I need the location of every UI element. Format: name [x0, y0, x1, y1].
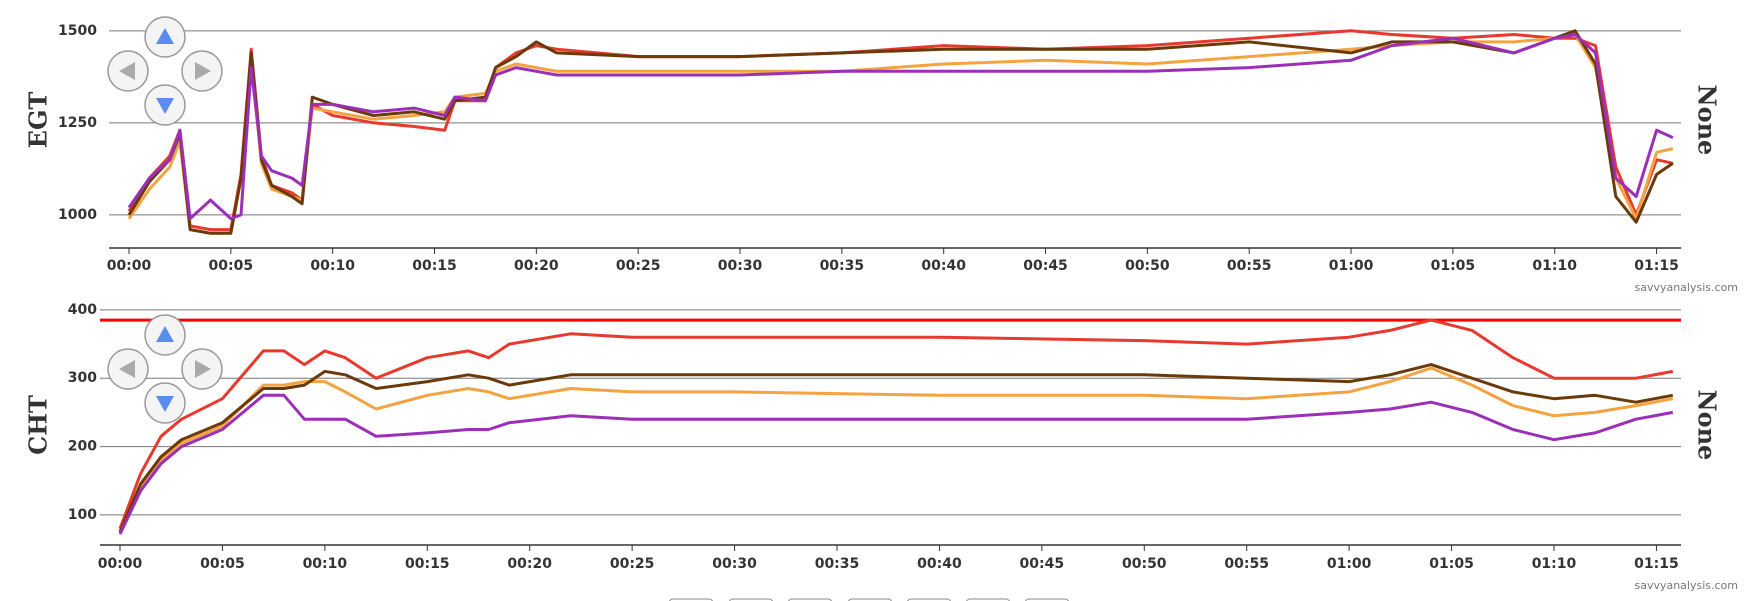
watermark: savvyanalysis.com — [1634, 281, 1738, 294]
x-tick-label: 01:00 — [1327, 556, 1372, 572]
arrow-icon[interactable] — [156, 98, 174, 114]
x-tick-label: 00:55 — [1227, 258, 1272, 274]
x-tick-label: 00:10 — [310, 258, 355, 274]
x-tick-label: 00:40 — [921, 258, 966, 274]
y-axis-title: EGT — [24, 92, 53, 149]
arrow-icon[interactable] — [156, 28, 174, 44]
x-tick-label: 00:00 — [107, 258, 152, 274]
arrow-icon[interactable] — [119, 62, 135, 80]
series-line — [118, 318, 1674, 530]
pan-controls — [107, 314, 223, 424]
arrow-icon[interactable] — [119, 360, 135, 378]
x-tick-label: 00:40 — [917, 556, 962, 572]
y2-axis-title: None — [1693, 390, 1722, 461]
x-tick-label: 00:35 — [820, 258, 865, 274]
y-tick-label: 200 — [68, 439, 97, 455]
series-line — [127, 33, 1674, 221]
series-line — [127, 33, 1674, 235]
y-tick-label: 400 — [68, 302, 97, 318]
x-tick-label: 01:15 — [1634, 556, 1679, 572]
arrow-icon[interactable] — [195, 360, 211, 378]
series-line — [118, 366, 1674, 533]
x-tick-label: 00:20 — [507, 556, 552, 572]
x-tick-label: 00:30 — [718, 258, 763, 274]
x-tick-label: 00:45 — [1023, 258, 1068, 274]
series-line — [118, 363, 1674, 533]
x-tick-label: 01:15 — [1634, 258, 1679, 274]
arrow-icon[interactable] — [156, 396, 174, 412]
chart: 1000 1250 1500 00:00 00:05 00:10 00:15 00:20 00:… — [24, 16, 1738, 294]
x-tick-label: 00:50 — [1125, 258, 1170, 274]
x-tick-label: 00:15 — [405, 556, 450, 572]
series-line — [118, 393, 1674, 535]
x-tick-label: 01:00 — [1329, 258, 1374, 274]
x-tick-label: 00:50 — [1122, 556, 1167, 572]
y-tick-label: 1250 — [58, 115, 97, 131]
x-tick-label: 00:20 — [514, 258, 559, 274]
pan-controls — [107, 16, 223, 126]
x-tick-label: 00:30 — [712, 556, 757, 572]
y-tick-label: 300 — [68, 370, 97, 386]
watermark: savvyanalysis.com — [1634, 579, 1738, 592]
x-tick-label: 00:05 — [200, 556, 245, 572]
x-tick-label: 00:05 — [209, 258, 254, 274]
arrow-icon[interactable] — [156, 326, 174, 342]
y-tick-label: 100 — [68, 507, 97, 523]
x-tick-label: 00:00 — [98, 556, 143, 572]
x-tick-label: 00:15 — [412, 258, 457, 274]
x-tick-label: 00:25 — [610, 556, 655, 572]
y-tick-label: 1000 — [58, 207, 97, 223]
y-axis-title: CHT — [24, 395, 53, 455]
x-tick-label: 00:35 — [815, 556, 860, 572]
x-tick-label: 01:10 — [1532, 556, 1577, 572]
x-tick-label: 01:10 — [1532, 258, 1577, 274]
x-tick-label: 00:25 — [616, 258, 661, 274]
y2-axis-title: None — [1693, 85, 1722, 156]
x-tick-label: 01:05 — [1429, 556, 1474, 572]
arrow-icon[interactable] — [195, 62, 211, 80]
y-tick-label: 1500 — [58, 23, 97, 39]
series-line — [127, 29, 1674, 232]
x-tick-label: 00:10 — [303, 556, 348, 572]
series-line — [127, 29, 1674, 235]
chart: 100 200 300 400 00:00 00:05 00:10 00:15 00:20 00:… — [24, 302, 1739, 592]
x-tick-label: 00:45 — [1020, 556, 1065, 572]
x-tick-label: 01:05 — [1431, 258, 1476, 274]
x-tick-label: 00:55 — [1224, 556, 1269, 572]
